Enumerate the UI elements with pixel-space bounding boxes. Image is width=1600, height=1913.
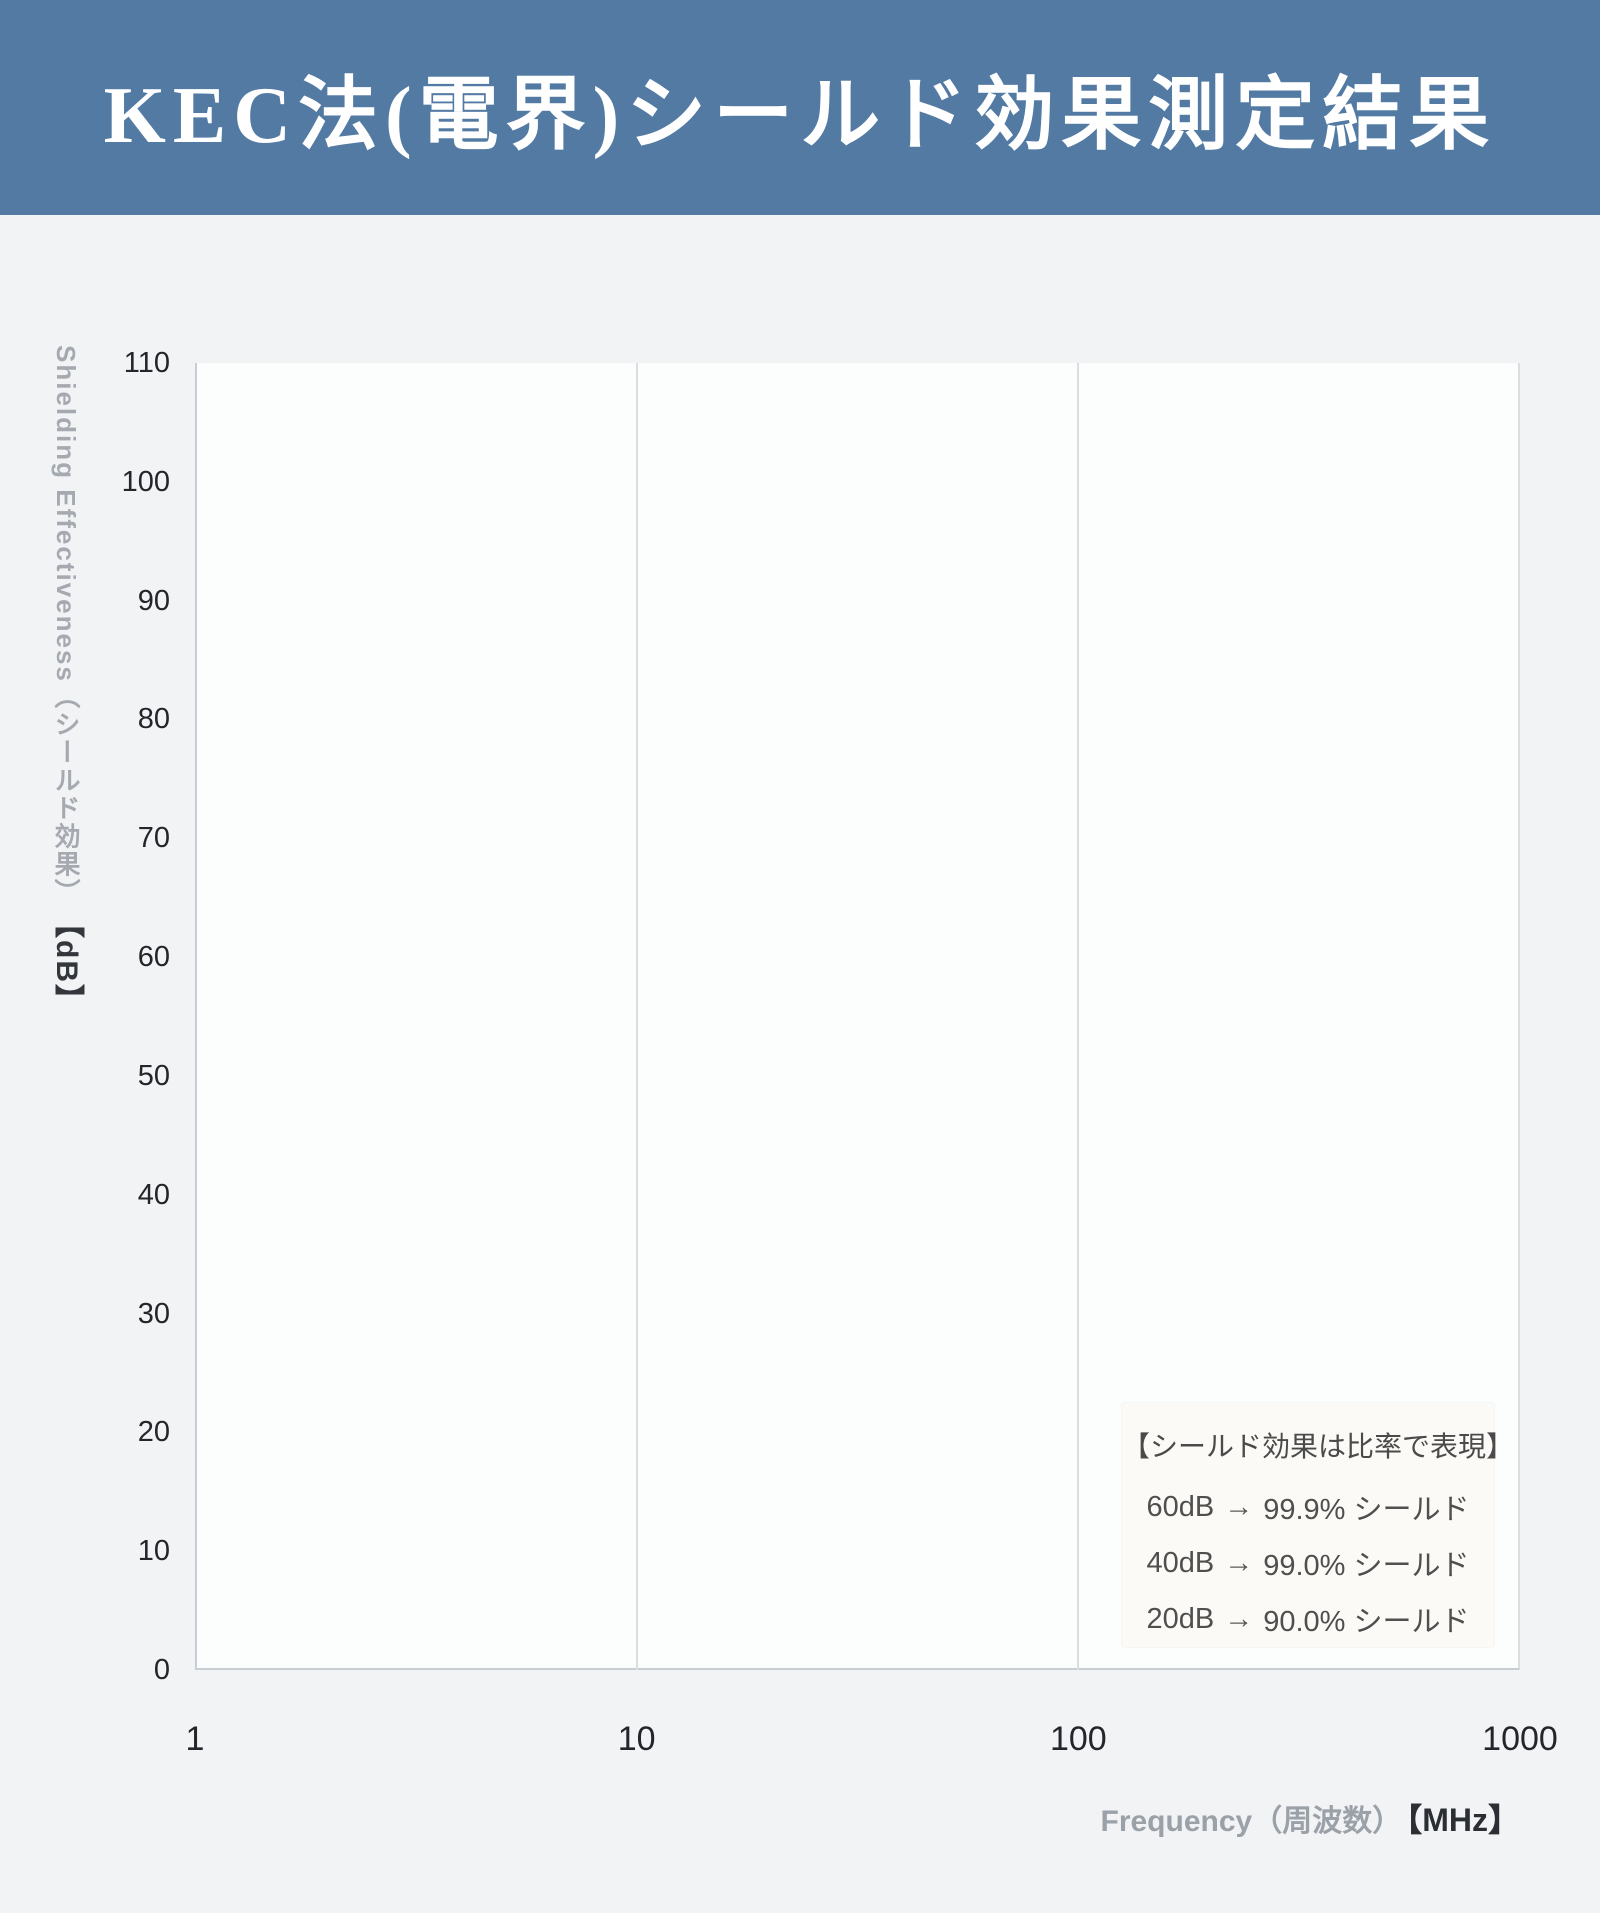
annotation-percent-value: 99.0% シールド [1263, 1550, 1470, 1582]
annotation-row-20dB: 20dB → 90.0% シールド [1122, 1591, 1494, 1647]
x-axis-title-text: Frequency（周波数） [1100, 1805, 1403, 1838]
annotation-percent-value: 99.9% シールド [1263, 1494, 1470, 1526]
y-tick-label-40: 40 [137, 1178, 170, 1211]
y-tick-label-60: 60 [137, 941, 170, 974]
annotation-db-value: 20dB [1146, 1602, 1215, 1635]
y-tick-label-20: 20 [137, 1416, 170, 1449]
shielding-effectiveness-chart: Shielding Effectiveness（シールド効果） 【dB】 【シール… [0, 215, 1600, 1913]
header-banner: KEC法(電界)シールド効果測定結果 [0, 0, 1600, 215]
annotation-rows: 60dB → 99.9% シールド 40dB → 99.0% シールド 20dB → 90.0%… [1122, 1479, 1494, 1647]
y-tick-label-30: 30 [137, 1297, 170, 1330]
x-tick-label-100: 100 [1049, 1720, 1107, 1758]
annotation-db-value: 40dB [1146, 1546, 1215, 1579]
y-tick-label-10: 10 [137, 1535, 170, 1568]
page-title: KEC法(電界)シールド効果測定結果 [103, 71, 1497, 160]
annotation-box: 【シールド効果は比率で表現】 60dB → 99.9% シールド 40dB → 99.0%… [1122, 1403, 1515, 1647]
annotation-row-60dB: 60dB → 99.9% シールド [1122, 1479, 1494, 1535]
annotation-title: 【シールド効果は比率で表現】 [1122, 1431, 1515, 1462]
right-arrow-icon: → [1224, 1490, 1254, 1523]
y-tick-label-90: 90 [137, 584, 170, 617]
x-axis-title: Frequency（周波数） 【MHz】 [1101, 1795, 1521, 1841]
y-tick-label-70: 70 [137, 822, 170, 855]
x-axis-unit-label: 【MHz】 [1406, 1802, 1520, 1838]
y-axis-title-text: Shielding Effectiveness（シールド効果） [51, 345, 81, 907]
annotation-percent-value: 90.0% シールド [1263, 1606, 1470, 1638]
right-arrow-icon: → [1224, 1602, 1254, 1635]
y-tick-label-100: 100 [121, 465, 170, 498]
y-tick-label-80: 80 [137, 703, 170, 736]
x-tick-label-1000: 1000 [1482, 1720, 1558, 1758]
y-tick-label-110: 110 [123, 347, 170, 379]
annotation-row-40dB: 40dB → 99.0% シールド [1122, 1535, 1494, 1591]
x-tick-label-10: 10 [617, 1720, 656, 1758]
right-arrow-icon: → [1224, 1546, 1254, 1579]
y-axis-unit-label: 【dB】 [50, 922, 83, 1016]
gridline-x-10 [635, 363, 638, 1670]
y-tick-label-50: 50 [137, 1059, 170, 1092]
x-tick-label-1: 1 [185, 1720, 205, 1758]
annotation-db-value: 60dB [1146, 1490, 1215, 1523]
y-tick-label-0: 0 [153, 1654, 170, 1686]
gridline-x-100 [1077, 363, 1080, 1670]
y-axis-title: Shielding Effectiveness（シールド効果） 【dB】 [44, 345, 88, 1545]
